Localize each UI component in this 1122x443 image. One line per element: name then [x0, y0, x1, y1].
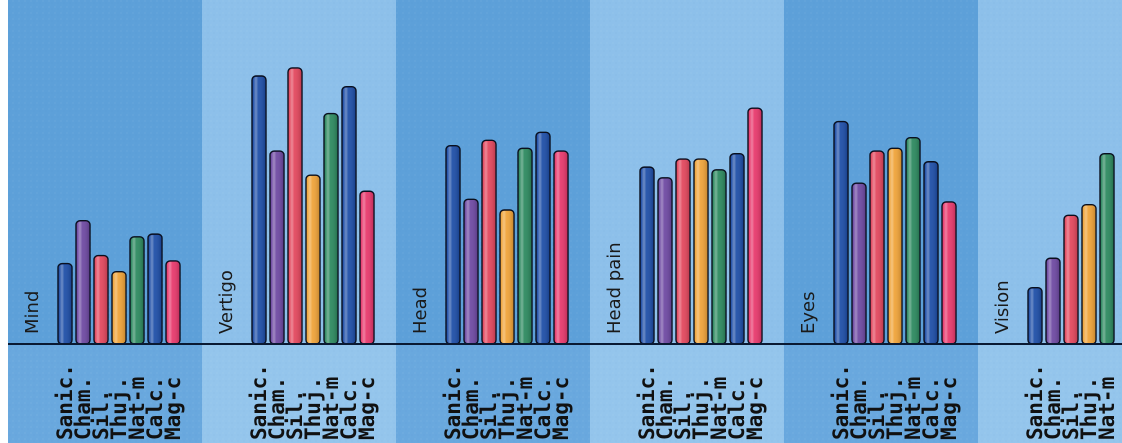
- bar-sheen-1-Thuj.: [113, 272, 125, 343]
- x-tick-label-3-Sanic.: Sanic.: [441, 364, 465, 440]
- bar-sheen-6-Cham.: [1047, 259, 1059, 343]
- x-tick-label-1-Sil.: Sil.: [89, 389, 113, 440]
- x-tick-label-4-Cham.: Cham.: [653, 377, 677, 440]
- bar-sheen-4-Mag-c: [749, 109, 761, 343]
- x-tick-label-1-Calc.: Calc.: [143, 377, 167, 440]
- bar-sheen-4-Sanic.: [641, 168, 653, 343]
- bar-sheen-2-Thuj.: [307, 176, 319, 343]
- x-tick-label-6-Thuj.: Thuj.: [1077, 377, 1101, 440]
- x-tick-label-4-Calc.: Calc.: [725, 377, 749, 440]
- bar-sheen-6-Thuj.: [1083, 205, 1095, 343]
- bar-sheen-4-Calc.: [731, 154, 743, 343]
- panel-label-band-texture-2: [202, 344, 396, 443]
- bar-sheen-3-Sanic.: [447, 146, 459, 343]
- bar-sheen-2-Calc.: [343, 87, 355, 343]
- x-tick-label-1-Mag-c: Mag-c: [161, 377, 185, 440]
- x-tick-label-5-Cham.: Cham.: [847, 377, 871, 440]
- x-tick-label-4-Nat-m: Nat-m: [707, 377, 731, 440]
- x-tick-label-5-Mag-c: Mag-c: [937, 377, 961, 440]
- bar-sheen-4-Cham.: [659, 178, 671, 343]
- bar-sheen-6-Sanic.: [1029, 288, 1041, 343]
- bar-sheen-2-Mag-c: [361, 192, 373, 343]
- x-tick-label-1-Nat-m: Nat-m: [125, 377, 149, 440]
- panel-label-band-texture-1: [8, 344, 202, 443]
- x-tick-label-3-Calc.: Calc.: [531, 377, 555, 440]
- x-tick-label-4-Sil.: Sil.: [671, 389, 695, 440]
- bar-sheen-5-Sanic.: [835, 122, 847, 343]
- x-tick-label-3-Mag-c: Mag-c: [549, 377, 573, 440]
- x-tick-label-4-Mag-c: Mag-c: [743, 377, 767, 440]
- bar-sheen-3-Mag-c: [555, 152, 567, 343]
- x-tick-label-6-Sil.: Sil.: [1059, 389, 1083, 440]
- x-tick-label-6-Sanic.: Sanic.: [1023, 364, 1047, 440]
- bar-sheen-3-Thuj.: [501, 211, 513, 343]
- x-tick-label-2-Thuj.: Thuj.: [301, 377, 325, 440]
- x-tick-label-3-Nat-m: Nat-m: [513, 377, 537, 440]
- bar-sheen-3-Nat-m: [519, 149, 531, 343]
- bar-sheen-3-Cham.: [465, 200, 477, 343]
- x-tick-label-2-Mag-c: Mag-c: [355, 377, 379, 440]
- x-tick-label-4-Thuj.: Thuj.: [689, 377, 713, 440]
- x-tick-label-5-Sil.: Sil.: [865, 389, 889, 440]
- x-tick-label-6-Cham.: Cham.: [1041, 377, 1065, 440]
- panel-title-3: Head: [410, 287, 431, 334]
- bar-sheen-1-Sil.: [95, 256, 107, 343]
- x-tick-label-2-Calc.: Calc.: [337, 377, 361, 440]
- panel-label-band-texture-3: [396, 344, 590, 443]
- x-tick-label-2-Cham.: Cham.: [265, 377, 289, 440]
- bar-sheen-5-Cham.: [853, 184, 865, 343]
- bar-sheen-5-Thuj.: [889, 149, 901, 343]
- x-tick-label-3-Cham.: Cham.: [459, 377, 483, 440]
- bar-sheen-5-Calc.: [925, 162, 937, 343]
- bar-sheen-1-Cham.: [77, 221, 89, 343]
- panel-label-band-texture-4: [590, 344, 784, 443]
- bar-sheen-2-Nat-m: [325, 114, 337, 344]
- bar-sheen-5-Mag-c: [943, 202, 955, 343]
- panel-title-1: Mind: [22, 291, 43, 334]
- panel-title-6: Vision: [992, 280, 1013, 334]
- bar-sheen-3-Calc.: [537, 133, 549, 343]
- panel-label-band-texture-6: [978, 344, 1122, 443]
- bar-sheen-4-Nat-m: [713, 170, 725, 343]
- bar-sheen-1-Calc.: [149, 235, 161, 343]
- x-tick-label-6-Nat-m: Nat-m: [1095, 377, 1119, 440]
- x-tick-label-3-Thuj.: Thuj.: [495, 377, 519, 440]
- panel-label-band-texture-5: [784, 344, 978, 443]
- panel-title-2: Vertigo: [216, 270, 237, 334]
- bar-sheen-2-Cham.: [271, 152, 283, 343]
- bar-sheen-6-Nat-m: [1101, 154, 1113, 343]
- x-tick-label-4-Sanic.: Sanic.: [635, 364, 659, 440]
- x-tick-label-2-Nat-m: Nat-m: [319, 377, 343, 440]
- bar-sheen-4-Sil.: [677, 160, 689, 343]
- bar-sheen-3-Sil.: [483, 141, 495, 343]
- bar-sheen-1-Nat-m: [131, 237, 143, 343]
- bar-sheen-1-Mag-c: [167, 261, 179, 343]
- panel-title-5: Eyes: [798, 292, 819, 334]
- panel-title-4: Head pain: [604, 242, 625, 334]
- bar-sheen-5-Nat-m: [907, 138, 919, 343]
- x-tick-label-1-Cham.: Cham.: [71, 377, 95, 440]
- x-tick-label-5-Calc.: Calc.: [919, 377, 943, 440]
- x-tick-label-3-Sil.: Sil.: [477, 389, 501, 440]
- bar-sheen-2-Sil.: [289, 68, 301, 344]
- bar-sheen-1-Sanic.: [59, 264, 71, 343]
- x-tick-label-2-Sil.: Sil.: [283, 389, 307, 440]
- bar-sheen-2-Sanic.: [253, 77, 265, 343]
- x-tick-label-1-Thuj.: Thuj.: [107, 377, 131, 440]
- x-tick-label-2-Sanic.: Sanic.: [247, 364, 271, 440]
- x-tick-label-5-Sanic.: Sanic.: [829, 364, 853, 440]
- bar-sheen-5-Sil.: [871, 152, 883, 343]
- x-tick-label-5-Thuj.: Thuj.: [883, 377, 907, 440]
- x-tick-label-1-Sanic.: Sanic.: [53, 364, 77, 440]
- bar-sheen-4-Thuj.: [695, 160, 707, 343]
- x-tick-label-5-Nat-m: Nat-m: [901, 377, 925, 440]
- bar-sheen-6-Sil.: [1065, 216, 1077, 343]
